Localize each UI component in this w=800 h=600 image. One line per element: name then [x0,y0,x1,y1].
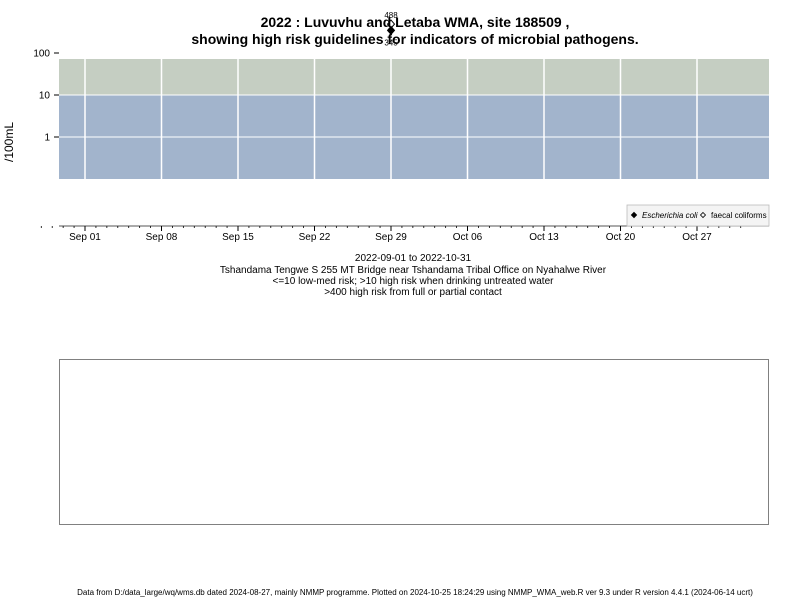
data-label: 345 [384,38,398,47]
x-tick-label: Oct 27 [682,232,712,243]
y-axis-label: /100mL [2,122,16,162]
data-point-faecal-coliforms [386,19,396,29]
date-range-note: 2022-09-01 to 2022-10-31 [354,253,472,264]
legend-box [626,204,770,227]
x-tick-label: Oct 06 [453,232,483,243]
empty-plot-panel [59,359,769,525]
legend-marker-faecal-coliforms [699,211,707,219]
x-tick-label: Sep 01 [69,232,101,243]
chart-title-line-2: showing high risk guidelines for indicat… [191,31,639,47]
footer-note: Data from D:/data_large/wq/wms.db dated … [77,588,753,597]
y-tick-label: 100 [33,49,50,60]
legend-label-e-coli: Escherichia coli [642,211,698,220]
x-tick-label: Oct 13 [529,232,559,243]
legend-marker-e-coli [630,211,638,219]
x-tick-label: Sep 08 [146,232,178,243]
chart-title-line-1: 2022 : Luvuvhu and Letaba WMA, site 1885… [260,14,570,30]
data-point-e-coli [386,25,396,36]
y-tick-label: 10 [39,91,51,102]
y-tick-label: 1 [44,133,50,144]
high-risk-note: >400 high risk from full or partial cont… [324,287,502,298]
x-tick-label: Sep 22 [299,232,331,243]
site-description-note: Tshandama Tengwe S 255 MT Bridge near Ts… [219,265,607,276]
x-tick-label: Sep 29 [375,232,407,243]
legend-label-faecal-coliforms: faecal coliforms [711,211,767,220]
x-tick-label: Sep 15 [222,232,254,243]
data-label: 488 [384,11,398,20]
risk-band-high-drinking [59,59,769,95]
low-risk-note: <=10 low-med risk; >10 high risk when dr… [272,276,554,287]
x-tick-label: Oct 20 [606,232,636,243]
